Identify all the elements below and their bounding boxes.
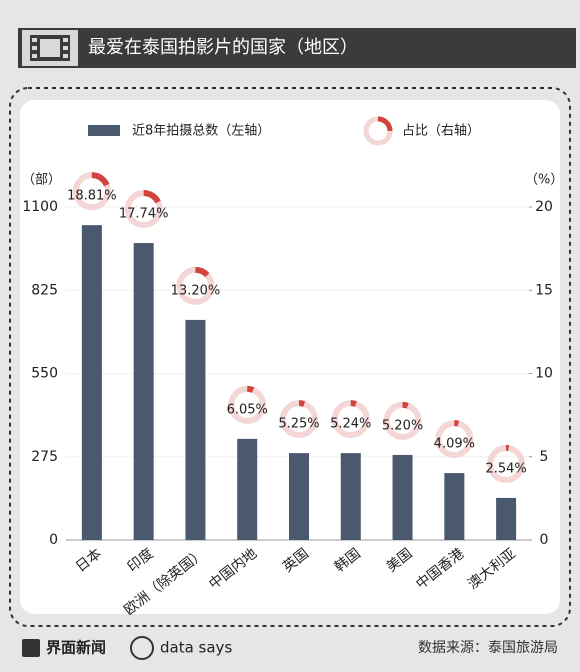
title-bar [18,28,576,68]
share-label: 18.81% [67,189,117,204]
y2-axis-label: （%） [525,173,563,188]
brand-icon [130,636,154,660]
share-label: 5.24% [330,417,371,432]
y-tick-label: 1100 [22,199,58,215]
share-arc [124,190,163,229]
y-tick-label: 550 [31,366,58,382]
film-icon [22,30,78,66]
y2-tick-label: 0 [540,532,549,548]
y-tick-label: 825 [31,282,58,298]
bar [237,438,258,540]
share-label: 13.20% [171,283,221,298]
footer-logo: 界面新闻 [46,639,106,657]
footer-brand: data says [160,639,232,657]
share-label: 2.54% [485,461,526,476]
share-arc [72,172,111,211]
y-tick-label: 0 [49,532,58,548]
legend-swatch-bar [88,125,120,136]
share-arc [280,400,318,439]
y2-tick-label: 10 [535,366,553,382]
bar [340,453,361,540]
bar [496,497,517,540]
logo-icon [22,639,40,657]
y-tick-label: 275 [31,449,58,465]
share-label: 17.74% [119,207,169,222]
share-label: 5.20% [382,418,423,433]
bar [289,453,309,540]
share-arc [435,420,474,459]
chart-title: 最爱在泰国拍影片的国家（地区） [88,37,358,58]
y2-tick-label: 5 [540,449,549,465]
footer-source: 数据来源：泰国旅游局 [418,640,558,656]
share-arc [383,401,422,440]
chart-panel [20,100,560,614]
share-arc [331,400,370,439]
bar [133,243,154,541]
bar [185,319,206,540]
share-label: 6.05% [227,402,268,417]
legend-label: 近8年拍摄总数（左轴） [132,124,270,139]
share-label: 4.09% [434,437,475,452]
y2-tick-label: 20 [535,199,553,215]
bar [392,454,413,540]
footer: 界面新闻 data says 数据来源：泰国旅游局 [22,636,558,660]
bar [81,225,102,540]
share-label: 5.25% [278,417,319,432]
legend-swatch-donut-arc [377,116,393,132]
y2-tick-label: 15 [535,282,553,298]
legend-label: 占比（右轴） [402,124,480,139]
share-arc [176,266,215,305]
bar [444,473,465,540]
dashed-frame [9,87,571,627]
share-arc [228,385,267,424]
y-axis-label: （部） [22,173,61,188]
share-arc [487,444,526,483]
